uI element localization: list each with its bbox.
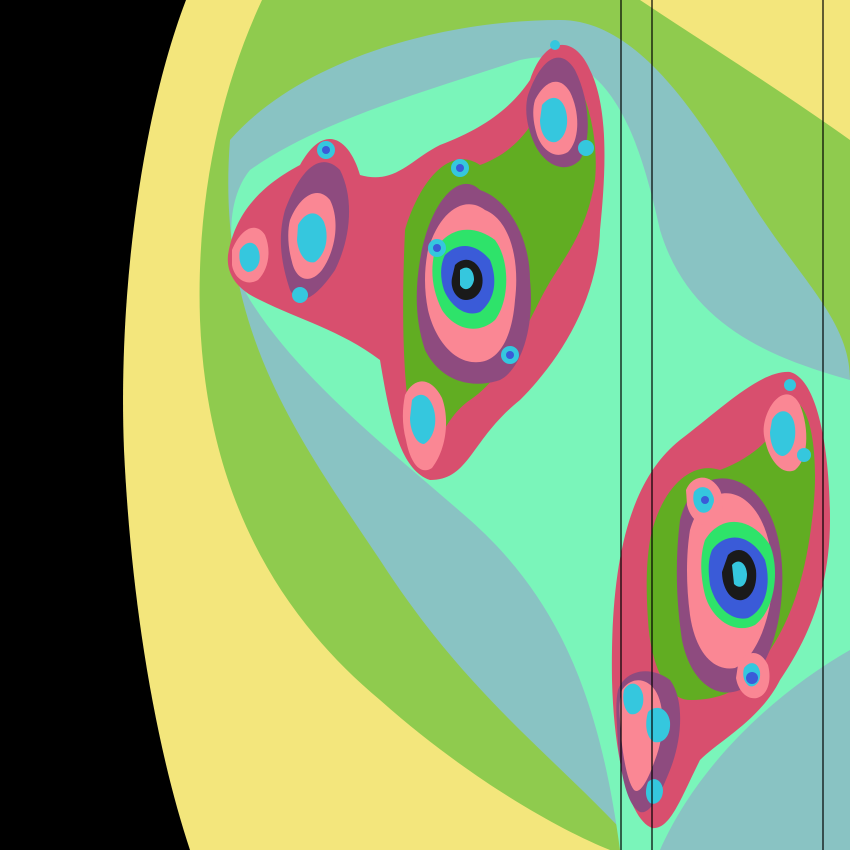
lower-top-lobe-core xyxy=(770,411,796,456)
mini-lobe xyxy=(292,287,308,303)
mini-lobe xyxy=(322,146,330,154)
lower-core-cyan xyxy=(732,561,747,587)
mini-lobe xyxy=(456,164,464,172)
mini-lobe xyxy=(550,40,560,50)
mini-lobe xyxy=(433,244,441,252)
mini-lobe xyxy=(701,496,709,504)
mini-lobe xyxy=(784,379,796,391)
left-lobe-cyan xyxy=(297,213,327,263)
lower-left-lobe-core xyxy=(410,394,436,444)
bottom-chain-cyan-1 xyxy=(623,683,644,715)
upper-core-cyan xyxy=(460,267,474,290)
mini-lobe xyxy=(797,448,811,462)
mini-lobe xyxy=(746,672,758,684)
bottom-chain-cyan-3 xyxy=(645,779,663,804)
top-lobe-cyan xyxy=(540,97,568,143)
far-left-lobe-core xyxy=(239,242,260,272)
mini-lobe xyxy=(578,140,594,156)
mini-lobe xyxy=(506,351,514,359)
